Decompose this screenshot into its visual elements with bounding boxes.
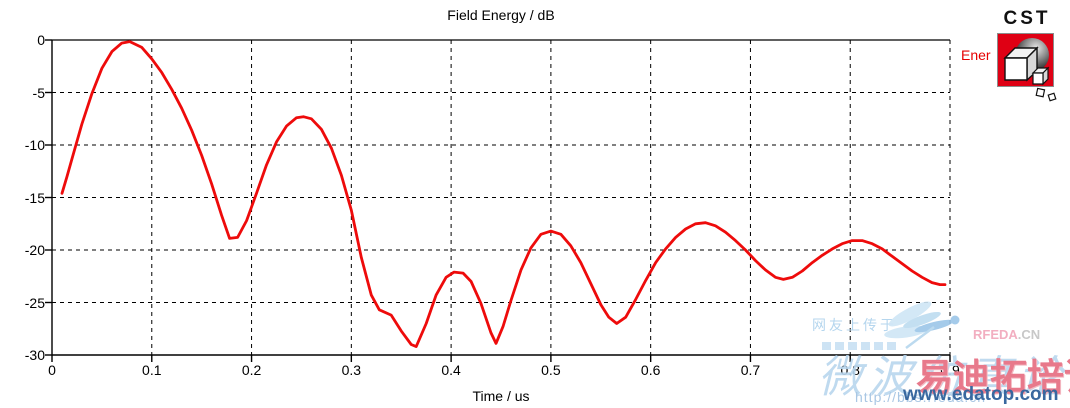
watermark-training-text: 易迪拓培训 bbox=[916, 357, 1070, 398]
dragonfly-icon bbox=[884, 301, 960, 349]
watermark-uploader-text: 网友上传于 bbox=[812, 317, 897, 333]
watermark-squares bbox=[822, 337, 900, 355]
y-tick-label: -30 bbox=[24, 347, 45, 363]
x-tick-label: 0.8 bbox=[840, 362, 860, 378]
x-tick-label: 0.7 bbox=[740, 362, 761, 378]
watermark-bbs-url: http://bbs.rfeda.cn bbox=[855, 389, 987, 405]
x-tick-label: 0.5 bbox=[541, 362, 561, 378]
chart-title: Field Energy / dB bbox=[447, 7, 555, 23]
x-tick-label: 0.4 bbox=[441, 362, 461, 378]
watermark-edatop-url: www.edatop.com bbox=[903, 384, 1059, 405]
x-axis-title: Time / us bbox=[472, 388, 530, 404]
watermark-forum-script: 微波仿真论坛 bbox=[818, 353, 1070, 402]
x-tick-label: 0.9 bbox=[940, 362, 960, 378]
y-tick-label: 0 bbox=[37, 32, 45, 48]
legend-entry-energy: Ener bbox=[961, 47, 991, 63]
y-tick-label: -10 bbox=[24, 137, 45, 153]
energy-curve bbox=[60, 40, 947, 349]
y-tick-label: -25 bbox=[24, 294, 45, 311]
y-tick-label: -15 bbox=[24, 189, 45, 206]
x-tick-label: 0.3 bbox=[341, 362, 362, 378]
x-tick-label: 0.1 bbox=[142, 362, 162, 378]
watermark-rfeda-tld: .CN bbox=[1017, 327, 1041, 342]
cst-logo-icon bbox=[997, 33, 1057, 102]
y-tick-label: -5 bbox=[32, 84, 45, 101]
x-tick-label: 0.2 bbox=[241, 362, 262, 378]
x-tick-label: 0 bbox=[48, 362, 56, 378]
cst-wordmark: CST bbox=[1003, 8, 1051, 29]
x-tick-label: 0.6 bbox=[640, 362, 661, 378]
watermark-rfeda-main: RFEDA bbox=[973, 327, 1018, 342]
watermark-rfeda-site: RFEDA.CN bbox=[973, 327, 1040, 342]
y-tick-label: -20 bbox=[24, 242, 45, 258]
